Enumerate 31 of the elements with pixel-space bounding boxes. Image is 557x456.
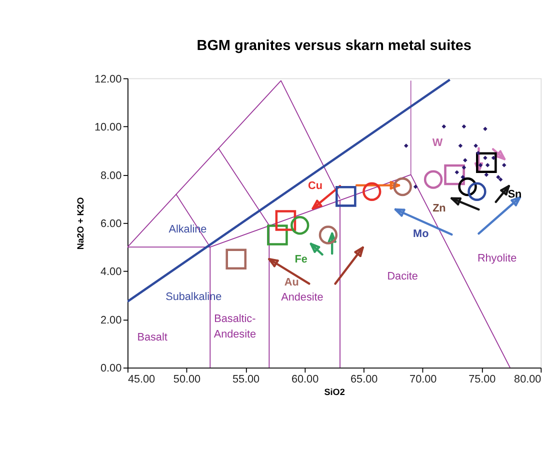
y-tick-label: 2.00 <box>100 314 122 326</box>
x-tick-label: 50.00 <box>173 374 201 386</box>
annotation: Cu <box>308 180 322 192</box>
y-tick-label: 10.00 <box>94 122 122 134</box>
x-tick-label: 65.00 <box>350 374 378 386</box>
annotation: Andesite <box>281 291 324 304</box>
x-axis-title: SiO2 <box>324 387 345 398</box>
annotation: Basalt <box>137 331 168 344</box>
annotation: Mo <box>413 228 430 240</box>
y-tick-label: 0.00 <box>100 362 122 375</box>
annotation: Dacite <box>387 270 418 282</box>
annotation: W <box>432 136 444 149</box>
x-tick-label: 70.00 <box>410 374 437 386</box>
chart-title: BGM granites versus skarn metal suites <box>196 38 472 54</box>
x-tick-label: 80.00 <box>514 374 542 386</box>
y-tick-label: 12.00 <box>94 73 122 86</box>
annotation: Au <box>284 276 299 288</box>
annotation: Sn <box>508 188 522 201</box>
x-tick-label: 60.00 <box>291 374 319 386</box>
annotation: Andesite <box>214 328 256 340</box>
x-tick-label: 45.00 <box>128 374 156 386</box>
x-tick-label: 55.00 <box>232 374 260 386</box>
annotation: Zn <box>432 202 446 215</box>
y-axis-title: Na2O + K2O <box>76 197 86 250</box>
y-tick-label: 8.00 <box>100 170 122 182</box>
y-tick-label: 4.00 <box>100 266 122 278</box>
annotation: Fe <box>294 254 308 266</box>
annotation: Basaltic- <box>214 312 256 325</box>
annotation: Rhyolite <box>477 252 517 264</box>
y-tick-label: 6.00 <box>100 218 122 230</box>
x-tick-label: 75.00 <box>468 374 496 386</box>
